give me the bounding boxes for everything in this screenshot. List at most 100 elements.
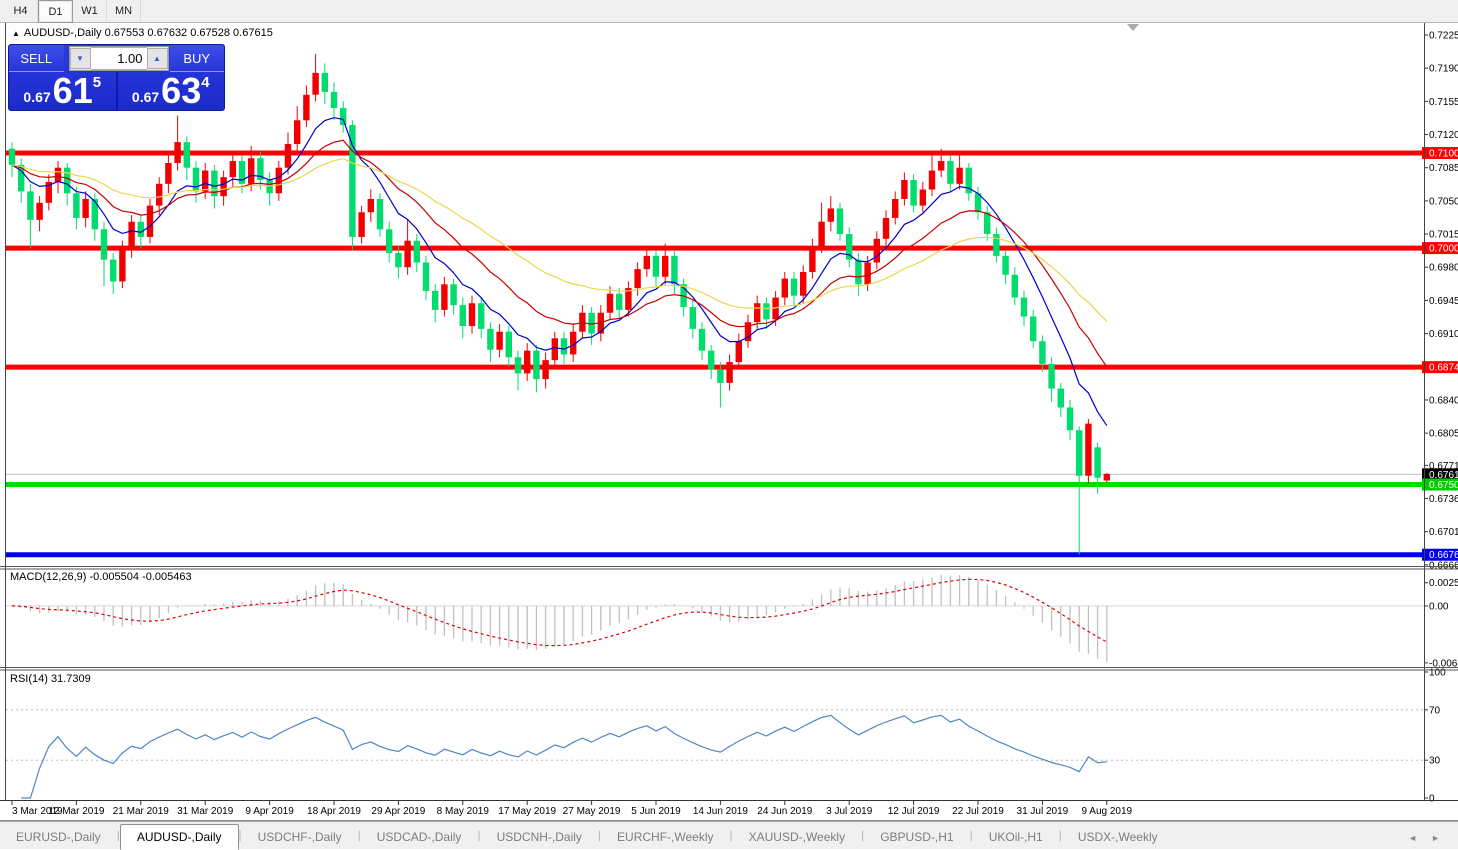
tab-scroll-left-icon[interactable]: ◄: [1408, 833, 1418, 843]
collapse-panel-icon[interactable]: ▲: [12, 29, 20, 38]
buy-price-main: 63: [161, 70, 202, 112]
rsi-label: RSI(14) 31.7309: [10, 673, 91, 685]
chart-tab-usdcnh-daily[interactable]: USDCNH-,Daily: [496, 830, 582, 844]
svg-text:29 Apr 2019: 29 Apr 2019: [371, 806, 425, 817]
svg-text:0.67615: 0.67615: [1429, 470, 1458, 481]
sell-price-display[interactable]: 0.67 61 5: [9, 72, 118, 110]
svg-text:70: 70: [1429, 705, 1441, 716]
svg-text:3 Jul 2019: 3 Jul 2019: [826, 806, 873, 817]
timeframe-button-mn[interactable]: MN: [107, 0, 141, 21]
svg-text:0.002574: 0.002574: [1429, 578, 1458, 589]
tab-scroll-right-icon[interactable]: ►: [1431, 833, 1440, 843]
timeframe-button-d1[interactable]: D1: [38, 0, 73, 23]
tab-separator: |: [1058, 827, 1062, 842]
svg-text:0.00: 0.00: [1429, 601, 1449, 612]
volume-input[interactable]: 1.00: [90, 47, 147, 70]
sell-price-pipette: 5: [92, 74, 102, 91]
chart-tab-bar: EURUSD-,Daily | AUDUSD-,Daily | USDCHF-,Dail…: [0, 821, 1458, 850]
chart-tab-eurusd-daily[interactable]: EURUSD-,Daily: [16, 830, 101, 844]
tab-separator: |: [969, 827, 973, 842]
svg-text:0.70002: 0.70002: [1429, 244, 1458, 255]
one-click-trade-panel: SELL ▼ 1.00 ▲ BUY 0.67 61 5 0.67 63 4: [8, 44, 225, 111]
sell-price-prefix: 0.67: [23, 89, 51, 105]
volume-increase-button[interactable]: ▲: [146, 48, 168, 69]
svg-text:12 Jul 2019: 12 Jul 2019: [888, 806, 940, 817]
sell-button[interactable]: SELL: [9, 45, 64, 72]
chart-tab-usdchf-daily[interactable]: USDCHF-,Daily: [257, 830, 342, 844]
svg-text:5 Jun 2019: 5 Jun 2019: [631, 806, 681, 817]
buy-price-display[interactable]: 0.67 63 4: [118, 72, 225, 110]
chart-title-text: AUDUSD-,Daily 0.67553 0.67632 0.67528 0.…: [23, 27, 273, 39]
svg-text:0.67508: 0.67508: [1429, 480, 1458, 491]
chart-title: ▲ AUDUSD-,Daily 0.67553 0.67632 0.67528 0…: [12, 27, 273, 39]
chart-tab-eurchf-weekly[interactable]: EURCHF-,Weekly: [617, 830, 714, 844]
buy-button[interactable]: BUY: [169, 45, 224, 72]
svg-text:8 May 2019: 8 May 2019: [437, 806, 490, 817]
macd-panel: 0.002574 0.00 -0.00632: [6, 575, 1458, 669]
chart-tab-audusd-daily[interactable]: AUDUSD-,Daily: [119, 824, 239, 850]
svg-text:3 Mar 2019: 3 Mar 2019: [12, 806, 63, 817]
svg-text:0.66767: 0.66767: [1429, 550, 1458, 561]
svg-text:22 Jul 2019: 22 Jul 2019: [952, 806, 1004, 817]
svg-text:30: 30: [1429, 756, 1441, 767]
svg-text:0.68746: 0.68746: [1429, 363, 1458, 374]
tab-separator: |: [597, 827, 602, 842]
chart-tab-usdx-weekly[interactable]: USDX-,Weekly: [1077, 830, 1158, 844]
svg-text:14 Jun 2019: 14 Jun 2019: [693, 806, 748, 817]
rsi-panel: 100 70 30 0: [6, 668, 1446, 805]
svg-text:24 Jun 2019: 24 Jun 2019: [757, 806, 812, 817]
tab-separator: |: [116, 827, 120, 842]
svg-text:-0.00632: -0.00632: [1429, 658, 1458, 669]
svg-text:9 Aug 2019: 9 Aug 2019: [1081, 806, 1132, 817]
frame-layer: [0, 22, 1458, 821]
volume-decrease-button[interactable]: ▼: [69, 48, 91, 69]
chart-tab-gbpusd-h1[interactable]: GBPUSD-,H1: [880, 830, 954, 844]
tab-separator: |: [477, 827, 481, 842]
svg-text:100: 100: [1429, 668, 1446, 679]
level-lines-layer[interactable]: [6, 150, 1424, 558]
tab-separator: |: [861, 827, 865, 842]
chart-tab-usdcad-daily[interactable]: USDCAD-,Daily: [376, 830, 462, 844]
chart-tab-ukoil-h1[interactable]: UKOil-,H1: [988, 830, 1043, 844]
tab-separator: |: [729, 827, 733, 842]
chart-tab-xauusd-weekly[interactable]: XAUUSD-,Weekly: [748, 830, 846, 844]
svg-text:9 Apr 2019: 9 Apr 2019: [245, 806, 294, 817]
candles-layer: [8, 53, 1110, 555]
timeframe-button-w1[interactable]: W1: [73, 0, 107, 21]
timeframe-button-h4[interactable]: H4: [4, 0, 38, 21]
tab-separator: |: [357, 827, 361, 842]
svg-text:0.71005: 0.71005: [1429, 149, 1458, 160]
buy-price-pipette: 4: [201, 74, 210, 91]
timeframe-toolbar: H4 D1 W1 MN: [0, 0, 1458, 23]
svg-text:17 May 2019: 17 May 2019: [498, 806, 556, 817]
macd-label: MACD(12,26,9) -0.005504 -0.005463: [10, 571, 192, 583]
svg-text:18 Apr 2019: 18 Apr 2019: [307, 806, 361, 817]
moving-averages-layer: [11, 117, 1108, 426]
chart-shift-marker-icon[interactable]: [1127, 24, 1139, 31]
svg-text:31 Jul 2019: 31 Jul 2019: [1017, 806, 1069, 817]
svg-text:27 May 2019: 27 May 2019: [563, 806, 621, 817]
sell-price-main: 61: [52, 70, 93, 112]
svg-text:31 Mar 2019: 31 Mar 2019: [177, 806, 234, 817]
svg-text:21 Mar 2019: 21 Mar 2019: [113, 806, 170, 817]
tab-separator: |: [238, 827, 242, 842]
